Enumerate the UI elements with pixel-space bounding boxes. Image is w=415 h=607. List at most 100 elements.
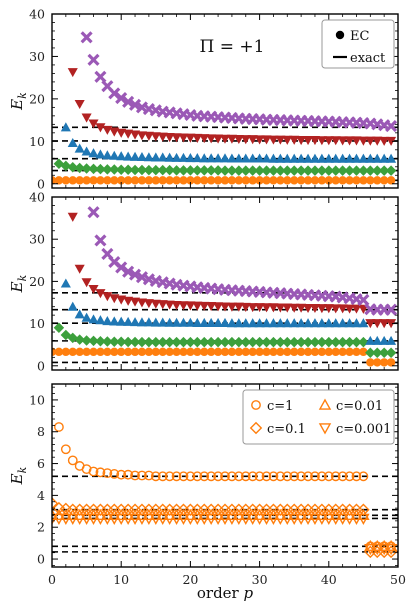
data-point xyxy=(89,176,98,185)
data-point xyxy=(282,471,293,482)
data-point xyxy=(61,176,71,185)
data-point xyxy=(75,347,84,357)
data-point xyxy=(315,513,329,525)
legend-marker xyxy=(251,400,261,410)
data-point xyxy=(233,471,244,482)
data-point xyxy=(157,164,168,176)
data-point xyxy=(68,347,77,357)
data-point xyxy=(88,119,99,129)
data-point xyxy=(303,176,313,185)
data-point xyxy=(379,136,390,146)
data-point xyxy=(303,153,314,163)
data-point xyxy=(309,136,320,146)
data-point xyxy=(296,318,307,328)
data-point xyxy=(149,513,163,525)
data-point xyxy=(296,136,307,146)
data-point xyxy=(109,316,120,326)
data-point xyxy=(219,302,231,312)
data-point xyxy=(158,176,167,185)
x-tick-label: 30 xyxy=(252,572,268,587)
data-point xyxy=(247,471,258,482)
data-point xyxy=(365,153,376,163)
series-diamond xyxy=(53,322,397,358)
data-point xyxy=(130,151,141,161)
data-point xyxy=(115,336,127,347)
data-point xyxy=(179,176,188,185)
data-point xyxy=(52,513,59,525)
data-point xyxy=(337,165,348,176)
data-point xyxy=(378,347,390,358)
x-tick-label: 20 xyxy=(182,572,198,587)
data-point xyxy=(261,471,272,482)
data-point xyxy=(274,513,287,525)
data-point xyxy=(199,134,210,144)
y-tick-label: 20 xyxy=(29,274,45,289)
data-point xyxy=(303,136,314,146)
data-point xyxy=(137,176,147,185)
x-tick-label: 40 xyxy=(321,572,337,587)
data-point xyxy=(226,165,238,176)
data-point xyxy=(171,471,182,482)
data-point xyxy=(178,152,189,162)
data-point xyxy=(109,336,120,347)
data-point xyxy=(323,304,334,314)
series-x xyxy=(87,206,398,316)
data-point xyxy=(233,134,244,145)
data-point xyxy=(282,336,293,348)
data-point xyxy=(288,165,300,176)
y-tick-label: 8 xyxy=(37,424,45,439)
data-point xyxy=(358,318,369,328)
data-point xyxy=(150,132,161,142)
data-point xyxy=(143,317,154,327)
data-point xyxy=(371,543,384,556)
data-point xyxy=(254,336,265,348)
data-point xyxy=(337,471,348,482)
data-point xyxy=(129,164,141,176)
y-tick-label: 4 xyxy=(37,488,45,503)
data-point xyxy=(150,299,161,309)
data-point xyxy=(164,133,175,143)
data-point xyxy=(95,467,106,478)
series-diamond-open xyxy=(52,497,398,559)
data-point xyxy=(338,176,347,185)
data-point xyxy=(308,513,322,525)
data-point xyxy=(178,317,189,327)
data-point xyxy=(255,347,264,357)
data-point xyxy=(219,317,231,327)
data-point xyxy=(295,165,307,176)
legend-marker xyxy=(318,423,332,435)
data-point xyxy=(171,165,182,176)
data-point xyxy=(358,136,369,146)
data-point xyxy=(192,301,203,311)
data-point xyxy=(247,135,258,145)
data-point xyxy=(95,163,106,175)
legend-label: EC xyxy=(350,29,369,44)
data-point xyxy=(123,469,134,480)
y-axis-label: Ek xyxy=(8,92,29,111)
data-point xyxy=(282,165,293,176)
data-point xyxy=(275,318,286,328)
data-point xyxy=(200,176,209,185)
data-point xyxy=(109,164,120,175)
data-point xyxy=(157,132,168,142)
data-point xyxy=(372,153,383,163)
data-point xyxy=(330,336,341,348)
data-point xyxy=(198,165,210,176)
data-point xyxy=(322,513,336,525)
data-point xyxy=(114,513,128,525)
data-point xyxy=(344,153,355,163)
data-point xyxy=(345,347,354,357)
data-point xyxy=(164,152,175,162)
data-point xyxy=(191,513,204,525)
data-point xyxy=(82,176,91,185)
plot-area xyxy=(52,31,398,185)
data-point xyxy=(136,298,147,308)
data-point xyxy=(130,347,140,357)
data-point xyxy=(234,176,244,185)
data-point xyxy=(178,336,189,348)
data-point xyxy=(157,471,168,482)
y-tick-label: 10 xyxy=(29,134,45,149)
data-point xyxy=(386,136,397,146)
data-point xyxy=(233,165,245,176)
data-point xyxy=(156,513,169,525)
